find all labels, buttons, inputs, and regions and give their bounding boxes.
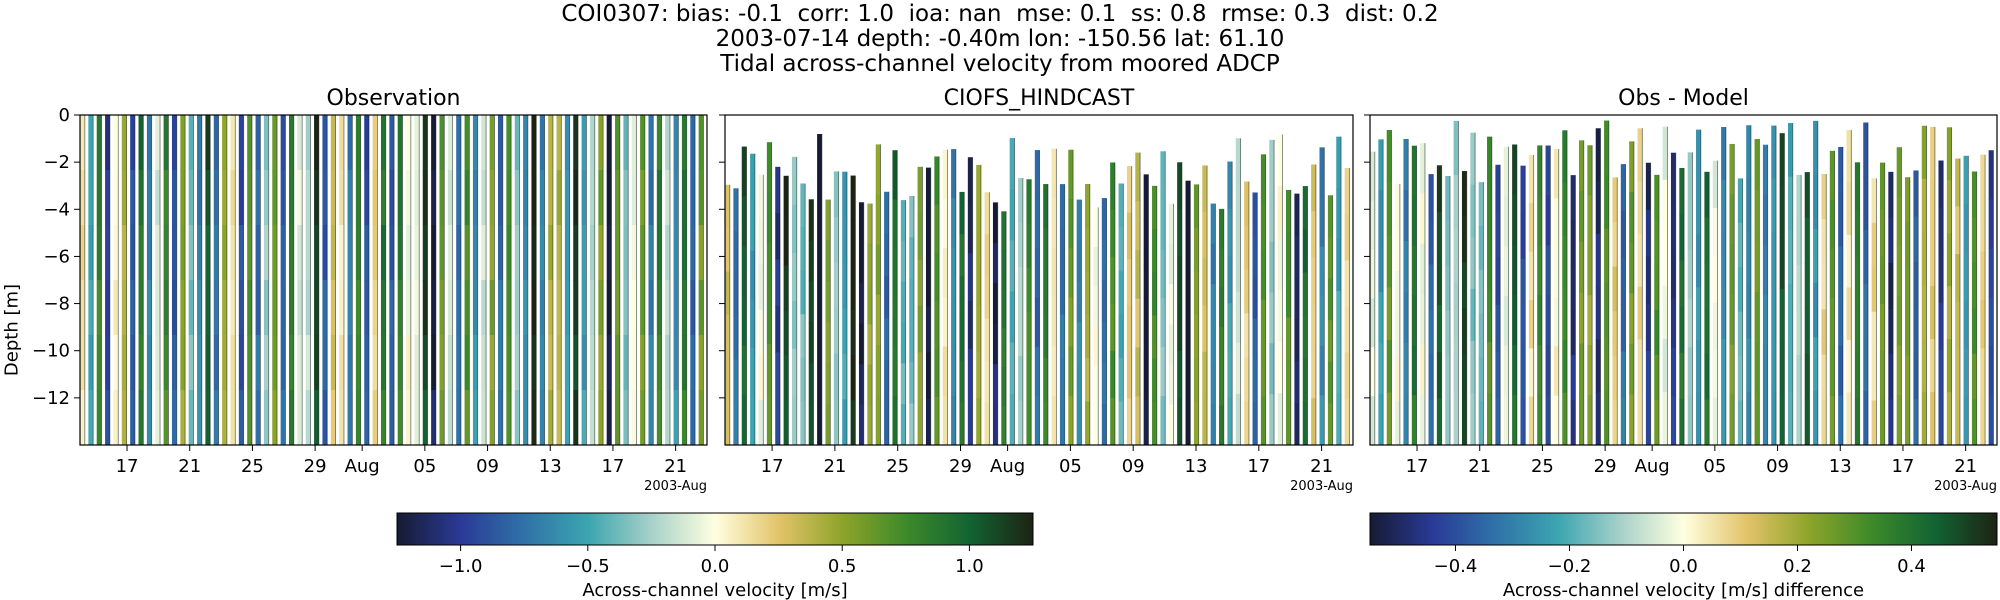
x-tick-label: 09 — [476, 456, 499, 477]
x-tick-label: 17 — [1406, 456, 1429, 477]
heatmap-field-1 — [725, 115, 1353, 445]
colorbar-label: Across-channel velocity [m/s] — [582, 580, 847, 600]
x-tick-label: 21 — [823, 456, 846, 477]
x-tick-label: 17 — [1247, 456, 1270, 477]
colorbar-tick-label: 0.5 — [828, 556, 857, 577]
x-tick-label: 21 — [664, 456, 687, 477]
colorbar-tick-label: 0.0 — [701, 556, 730, 577]
x-tick-label: 17 — [1891, 456, 1914, 477]
figure-title-metrics: COI0307: bias: -0.1 corr: 1.0 ioa: nan m… — [561, 1, 1439, 27]
x-tick-label: 05 — [1703, 456, 1726, 477]
panel-frame-0 — [79, 114, 708, 446]
panel-0: 0 −2 −4 −6 −8 −10 −12 17 21 25 29 Aug 05 09 13 17 21 2003… — [32, 105, 708, 494]
colorbar-gradient — [1369, 512, 1998, 546]
panel-frame-1 — [724, 114, 1354, 446]
x-tick-label: 17 — [116, 456, 139, 477]
panel-1: 17 21 25 29 Aug 05 09 13 17 21 2003-Aug — [719, 114, 1354, 494]
panel-title-model: CIOFS_HINDCAST — [943, 86, 1135, 111]
x-tick-label: 25 — [1531, 456, 1554, 477]
y-tick-label: −6 — [43, 246, 70, 267]
y-tick-label: −10 — [32, 341, 70, 362]
x-tick-label: Aug — [345, 456, 380, 477]
x-tick-label: 21 — [1954, 456, 1977, 477]
colorbar-tick-label: 0.2 — [1783, 556, 1812, 577]
heatmap-field-0 — [80, 115, 707, 445]
x-tick-label: 05 — [413, 456, 436, 477]
colorbar-1: −0.4 −0.2 0.0 0.2 0.4 Across-channel velocity… — [1369, 512, 1998, 600]
colorbar-gradient — [396, 512, 1034, 546]
colorbar-tick-label: 1.0 — [955, 556, 984, 577]
x-tick-label: 29 — [1594, 456, 1617, 477]
x-axis-offset-label: 2003-Aug — [1290, 479, 1353, 494]
colorbar-tick-label: −1.0 — [439, 556, 483, 577]
colorbar-tick-label: 0.4 — [1897, 556, 1926, 577]
colorbar-label: Across-channel velocity [m/s] difference — [1503, 580, 1864, 600]
figure-title-location: 2003-07-14 depth: -0.40m lon: -150.56 la… — [715, 26, 1285, 52]
x-tick-label: 13 — [539, 456, 562, 477]
colorbar-0: −1.0 −0.5 0.0 0.5 1.0 Across-channel velocity… — [396, 512, 1034, 600]
y-tick-label: −8 — [43, 294, 70, 315]
x-tick-label: 09 — [1122, 456, 1145, 477]
x-axis-offset-label: 2003-Aug — [1934, 479, 1997, 494]
x-tick-label: 13 — [1185, 456, 1208, 477]
x-tick-label: 21 — [1468, 456, 1491, 477]
x-tick-label: 05 — [1059, 456, 1082, 477]
x-tick-label: 25 — [886, 456, 909, 477]
colorbar-tick-label: −0.4 — [1434, 556, 1478, 577]
y-tick-label: −12 — [32, 388, 70, 409]
colorbar-tick-label: −0.5 — [566, 556, 610, 577]
colorbar-tick-label: 0.0 — [1669, 556, 1698, 577]
x-tick-label: 17 — [761, 456, 784, 477]
x-tick-label: 17 — [601, 456, 624, 477]
x-tick-label: 09 — [1766, 456, 1789, 477]
x-tick-label: 25 — [241, 456, 264, 477]
x-tick-label: Aug — [1635, 456, 1670, 477]
figure-title-description: Tidal across-channel velocity from moore… — [720, 51, 1280, 77]
x-axis-offset-label: 2003-Aug — [644, 479, 707, 494]
panel-title-observation: Observation — [326, 86, 461, 111]
panel-2: 17 21 25 29 Aug 05 09 13 17 21 2003-Aug — [1364, 114, 1998, 494]
y-tick-label: −2 — [43, 152, 70, 173]
x-tick-label: 21 — [1310, 456, 1333, 477]
y-tick-label: −4 — [43, 199, 70, 220]
panel-frame-2 — [1369, 114, 1998, 446]
y-tick-label: 0 — [59, 105, 70, 126]
panel-title-difference: Obs - Model — [1618, 86, 1749, 111]
x-tick-label: 29 — [304, 456, 327, 477]
heatmap-field-2 — [1370, 115, 1997, 445]
x-tick-label: 21 — [178, 456, 201, 477]
x-tick-label: Aug — [990, 456, 1025, 477]
colorbar-tick-label: −0.2 — [1548, 556, 1592, 577]
x-tick-label: 13 — [1829, 456, 1852, 477]
x-tick-label: 29 — [949, 456, 972, 477]
